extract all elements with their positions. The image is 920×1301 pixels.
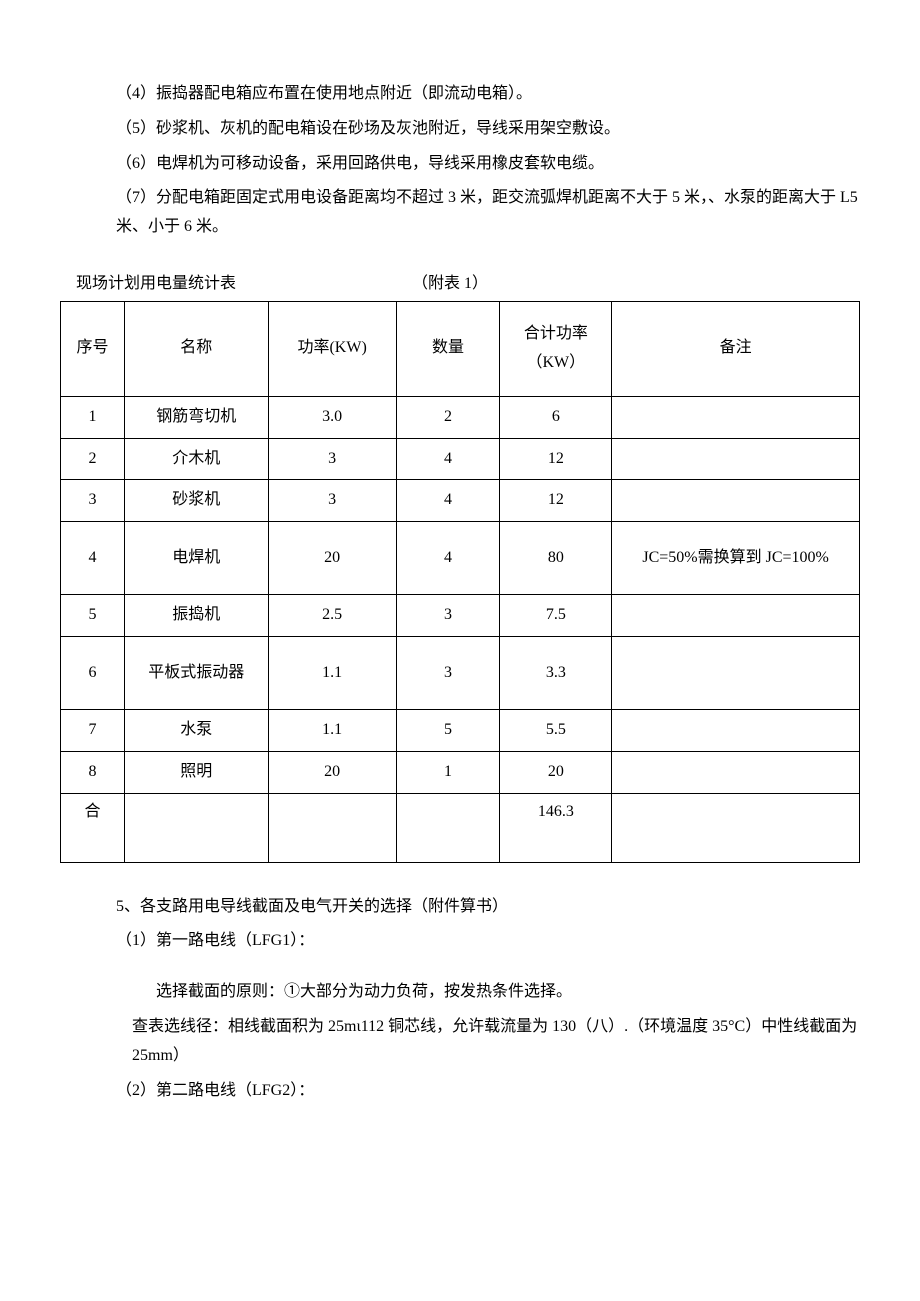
table-row: 5振捣机2.537.5 [61, 595, 860, 637]
cell-name: 照明 [124, 751, 268, 793]
cell-total: 5.5 [500, 709, 612, 751]
cell-qty: 1 [396, 751, 500, 793]
cell-name: 平板式振动器 [124, 636, 268, 709]
cell-total: 20 [500, 751, 612, 793]
cell-seq: 8 [61, 751, 125, 793]
cell-total: 3.3 [500, 636, 612, 709]
sum-cell-remark [612, 793, 860, 862]
cell-remark [612, 480, 860, 522]
cell-power: 20 [268, 522, 396, 595]
table-caption: 现场计划用电量统计表（附表 1） [60, 270, 860, 299]
cell-remark [612, 396, 860, 438]
cell-name: 振捣机 [124, 595, 268, 637]
table-row: 7水泵1.155.5 [61, 709, 860, 751]
section-5: 5、各支路用电导线截面及电气开关的选择（附件算书） [60, 893, 860, 922]
table-body: 1钢筋弯切机3.0262介木机34123砂浆机34124电焊机20480JC=5… [61, 396, 860, 862]
th-name: 名称 [124, 301, 268, 396]
cell-seq: 7 [61, 709, 125, 751]
cell-seq: 6 [61, 636, 125, 709]
cell-qty: 2 [396, 396, 500, 438]
cell-total: 6 [500, 396, 612, 438]
cell-qty: 3 [396, 595, 500, 637]
cell-total: 12 [500, 438, 612, 480]
sum-cell-seq: 合 [61, 793, 125, 862]
cell-seq: 2 [61, 438, 125, 480]
cell-qty: 3 [396, 636, 500, 709]
cell-qty: 5 [396, 709, 500, 751]
cell-seq: 1 [61, 396, 125, 438]
sum-cell-power [268, 793, 396, 862]
cell-total: 12 [500, 480, 612, 522]
cell-remark [612, 636, 860, 709]
cell-seq: 5 [61, 595, 125, 637]
cell-remark [612, 595, 860, 637]
cell-qty: 4 [396, 522, 500, 595]
cell-power: 1.1 [268, 636, 396, 709]
paragraph-5: （5）砂浆机、灰机的配电箱设在砂场及灰池附近，导线采用架空敷设。 [60, 115, 860, 144]
cell-name: 钢筋弯切机 [124, 396, 268, 438]
cell-power: 3 [268, 480, 396, 522]
th-power: 功率(KW) [268, 301, 396, 396]
cell-name: 水泵 [124, 709, 268, 751]
table-row: 1钢筋弯切机3.026 [61, 396, 860, 438]
cell-remark [612, 709, 860, 751]
table-sum-row: 合 146.3 [61, 793, 860, 862]
th-seq: 序号 [61, 301, 125, 396]
power-table: 序号 名称 功率(KW) 数量 合计功率（KW） 备注 1钢筋弯切机3.0262… [60, 301, 860, 863]
cell-remark [612, 438, 860, 480]
cell-total: 7.5 [500, 595, 612, 637]
table-row: 6平板式振动器1.133.3 [61, 636, 860, 709]
cell-seq: 4 [61, 522, 125, 595]
sum-cell-total: 146.3 [500, 793, 612, 862]
section-5-1b: 查表选线径：相线截面积为 25mι112 铜芯线，允许载流量为 130（八）.（… [60, 1013, 860, 1071]
paragraph-7: （7）分配电箱距固定式用电设备距离均不超过 3 米，距交流弧焊机距离不大于 5 … [60, 184, 860, 242]
paragraph-4: （4）振捣器配电箱应布置在使用地点附近（即流动电箱）。 [60, 80, 860, 109]
table-header-row: 序号 名称 功率(KW) 数量 合计功率（KW） 备注 [61, 301, 860, 396]
th-remark: 备注 [612, 301, 860, 396]
cell-qty: 4 [396, 438, 500, 480]
table-row: 4电焊机20480JC=50%需换算到 JC=100% [61, 522, 860, 595]
section-5-2: （2）第二路电线（LFG2）： [60, 1077, 860, 1106]
sum-cell-name [124, 793, 268, 862]
table-row: 2介木机3412 [61, 438, 860, 480]
cell-name: 介木机 [124, 438, 268, 480]
section-5-1: （1）第一路电线（LFG1）： [60, 927, 860, 956]
cell-power: 3 [268, 438, 396, 480]
cell-power: 3.0 [268, 396, 396, 438]
cell-qty: 4 [396, 480, 500, 522]
cell-name: 电焊机 [124, 522, 268, 595]
cell-total: 80 [500, 522, 612, 595]
cell-seq: 3 [61, 480, 125, 522]
cell-power: 1.1 [268, 709, 396, 751]
th-qty: 数量 [396, 301, 500, 396]
cell-remark: JC=50%需换算到 JC=100% [612, 522, 860, 595]
cell-power: 20 [268, 751, 396, 793]
cell-power: 2.5 [268, 595, 396, 637]
table-row: 3砂浆机3412 [61, 480, 860, 522]
cell-name: 砂浆机 [124, 480, 268, 522]
table-row: 8照明20120 [61, 751, 860, 793]
cell-remark [612, 751, 860, 793]
th-total: 合计功率（KW） [500, 301, 612, 396]
sum-cell-qty [396, 793, 500, 862]
paragraph-6: （6）电焊机为可移动设备，采用回路供电，导线采用橡皮套软电缆。 [60, 150, 860, 179]
section-5-1a: 选择截面的原则：①大部分为动力负荷，按发热条件选择。 [60, 978, 860, 1007]
